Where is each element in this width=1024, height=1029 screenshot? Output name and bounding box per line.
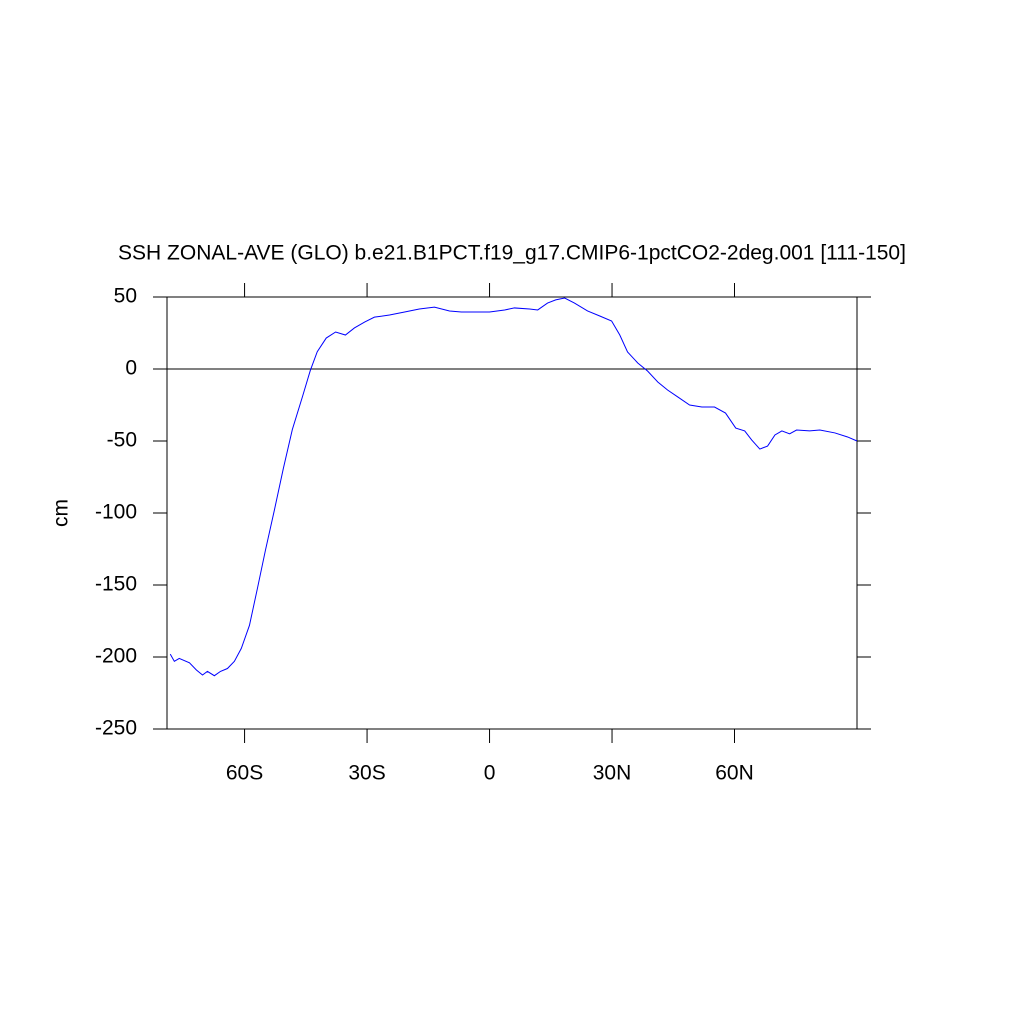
x-tick-label: 0 xyxy=(484,762,496,785)
y-tick-label: -200 xyxy=(95,645,137,668)
y-tick-label: -250 xyxy=(95,717,137,740)
x-tick-label: 30N xyxy=(593,762,632,785)
x-tick-label: 60S xyxy=(226,762,263,785)
y-tick-label: 0 xyxy=(125,357,137,380)
x-tick-label: 30S xyxy=(348,762,385,785)
chart-title: SSH ZONAL-AVE (GLO) b.e21.B1PCT.f19_g17.… xyxy=(118,242,906,265)
y-axis-label: cm xyxy=(50,499,73,527)
y-tick-label: 50 xyxy=(114,285,137,308)
y-tick-label: -100 xyxy=(95,501,137,524)
x-tick-label: 60N xyxy=(715,762,754,785)
y-tick-label: -50 xyxy=(107,429,137,452)
y-tick-label: -150 xyxy=(95,573,137,596)
data-line xyxy=(169,297,858,677)
